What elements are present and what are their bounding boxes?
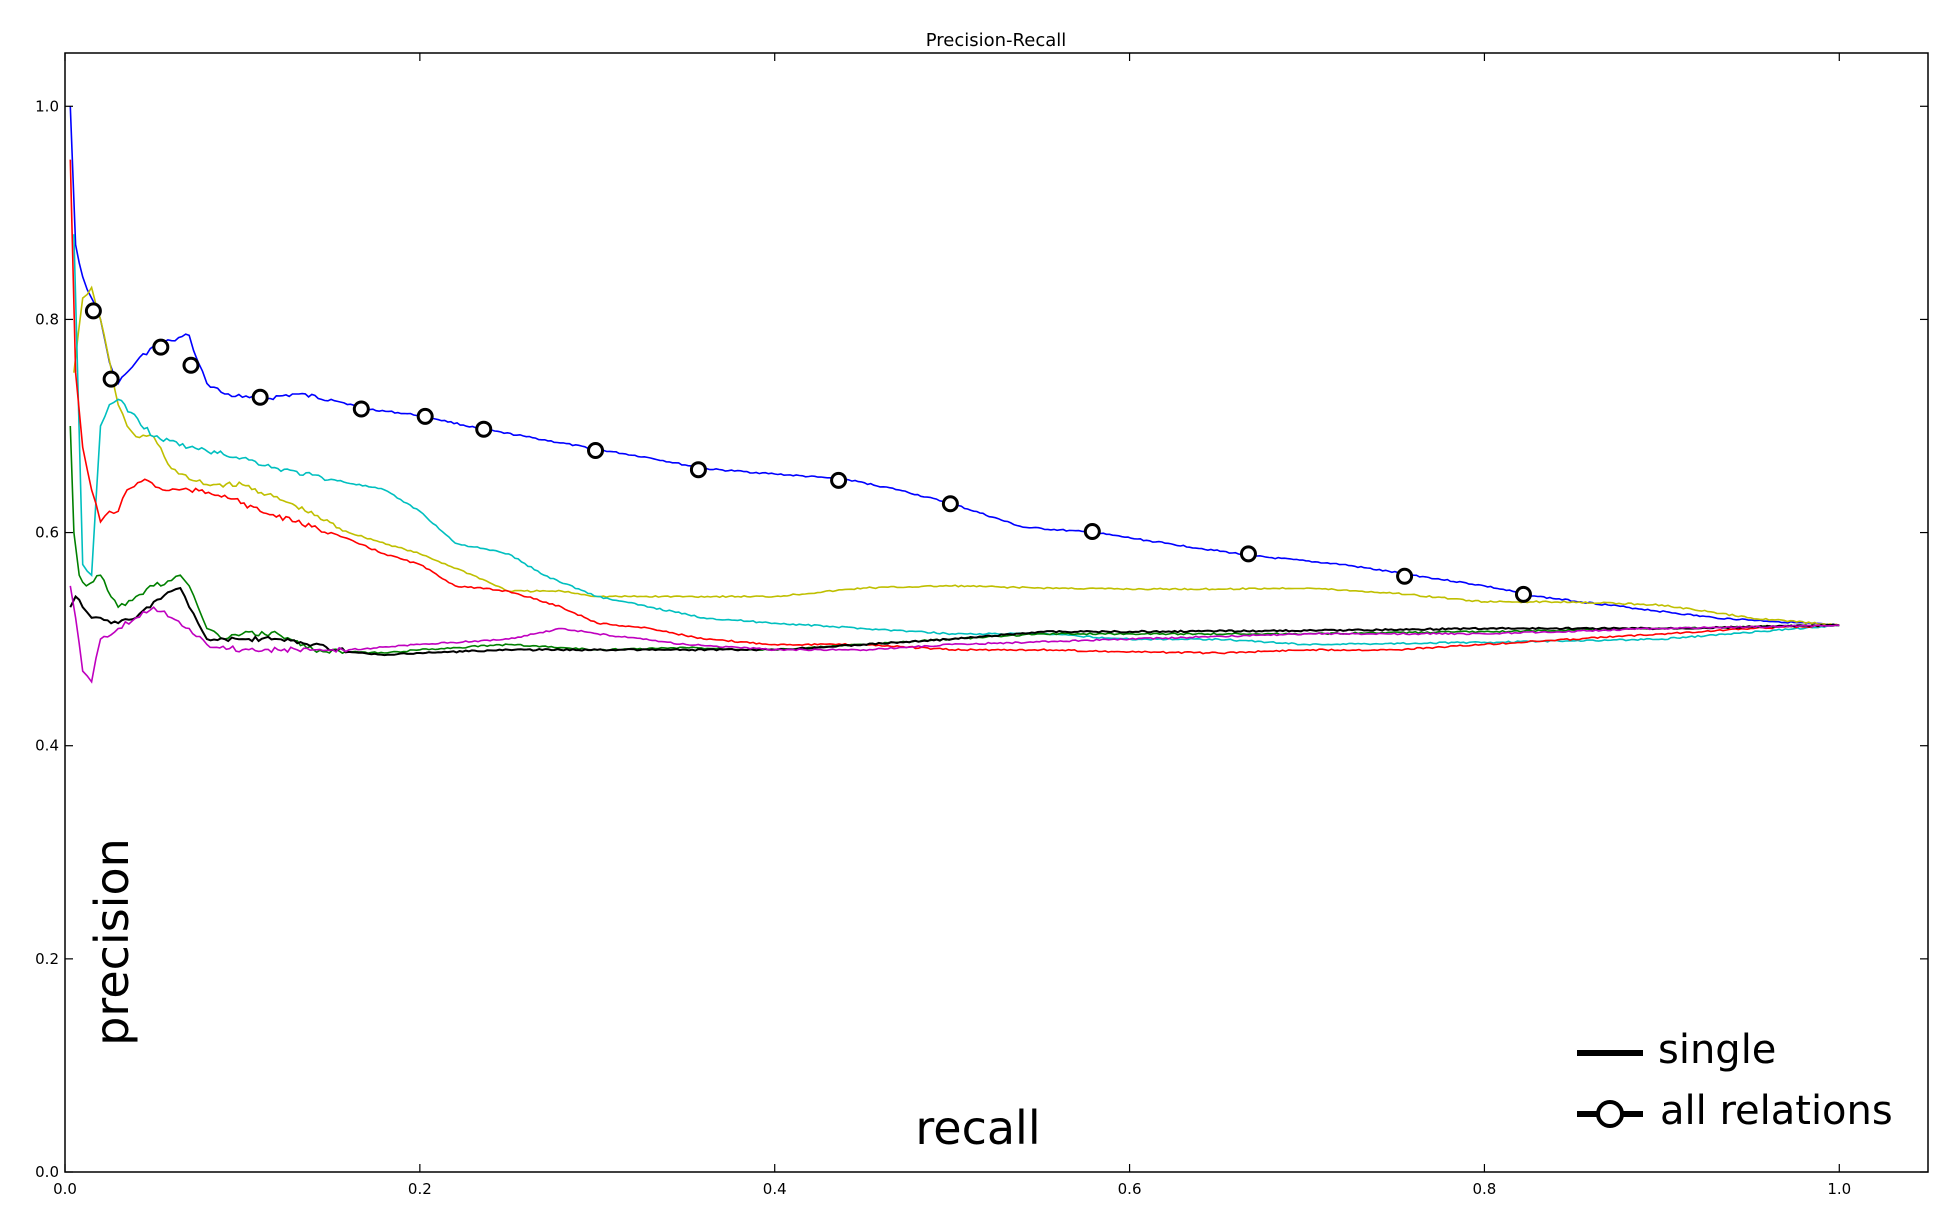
x-tick-label: 0.0 xyxy=(53,1180,77,1198)
x-tick-label: 0.6 xyxy=(1118,1180,1142,1198)
x-tick-label: 0.2 xyxy=(408,1180,432,1198)
x-axis-label: recall xyxy=(915,1101,1040,1155)
series-marker-point xyxy=(182,356,200,374)
series-marker-point xyxy=(251,388,269,406)
y-tick-label: 0.0 xyxy=(35,1163,59,1181)
legend-all-relations-marker xyxy=(1596,1100,1624,1128)
series-marker-point xyxy=(352,400,370,418)
legend-all-relations-label: all relations xyxy=(1660,1088,1893,1134)
series-marker-point xyxy=(941,495,959,513)
series-marker-point xyxy=(1239,545,1257,563)
y-tick-label: 0.6 xyxy=(35,524,59,542)
series-layer xyxy=(69,106,1840,684)
series-marker-point xyxy=(587,442,605,460)
marker-layer xyxy=(84,302,1532,603)
legend-single-label: single xyxy=(1658,1027,1776,1073)
series-line-0 xyxy=(69,106,1840,627)
series-line-5 xyxy=(69,586,1840,657)
y-tick-label: 1.0 xyxy=(35,97,59,115)
series-marker-point xyxy=(1396,567,1414,585)
x-tick-label: 0.8 xyxy=(1472,1180,1496,1198)
x-tick-label: 0.4 xyxy=(763,1180,787,1198)
series-marker-point xyxy=(84,302,102,320)
series-marker-point xyxy=(152,338,170,356)
legend: single all relations xyxy=(1577,1027,1893,1134)
tick-layer: 0.0 0.2 0.4 0.6 0.8 1.0 0.0 0.2 0.4 0.6 0.8 1.0 xyxy=(35,53,1928,1198)
y-axis-label: precision xyxy=(85,838,139,1046)
series-marker-point xyxy=(416,407,434,425)
series-marker-point xyxy=(475,420,493,438)
series-line-6 xyxy=(69,585,1840,684)
x-tick-label: 1.0 xyxy=(1827,1180,1851,1198)
series-line-1 xyxy=(73,285,1840,627)
y-tick-label: 0.4 xyxy=(35,737,59,755)
series-marker-point xyxy=(689,461,707,479)
series-marker-point xyxy=(1514,585,1532,603)
plot-area-frame xyxy=(64,52,1929,1173)
y-tick-label: 0.8 xyxy=(35,310,59,328)
series-marker-point xyxy=(102,370,120,388)
chart-title: Precision-Recall xyxy=(926,30,1067,51)
series-marker-point xyxy=(830,471,848,489)
series-line-3 xyxy=(69,159,1840,655)
y-tick-label: 0.2 xyxy=(35,950,59,968)
series-marker-point xyxy=(1083,523,1101,541)
series-line-4 xyxy=(69,425,1840,655)
